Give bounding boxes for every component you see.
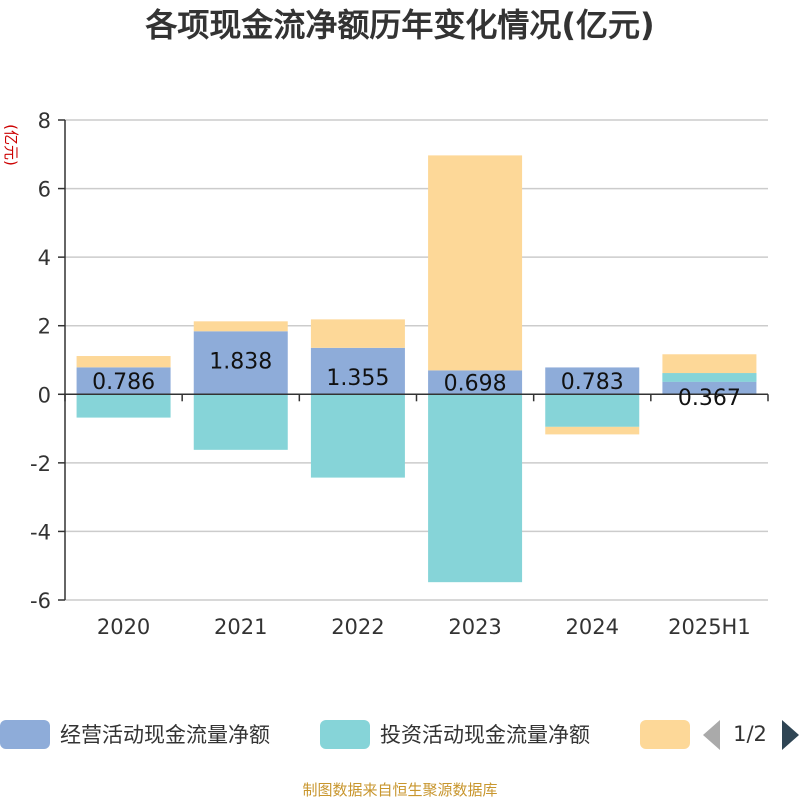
x-tick-label: 2025H1: [668, 615, 751, 639]
data-label: 0.367: [678, 386, 741, 411]
chart-title: 各项现金流净额历年变化情况(亿元): [145, 6, 654, 44]
bar-series-1[interactable]: [310, 347, 405, 395]
bar-series-2[interactable]: [545, 394, 640, 427]
legend-next-arrow-icon[interactable]: [782, 720, 799, 750]
x-tick-label: 2022: [331, 615, 384, 639]
x-tick-label: 2024: [566, 615, 619, 639]
bar-series-1[interactable]: [193, 331, 288, 395]
data-label: 0.698: [444, 371, 507, 396]
legend-page-indicator: 1/2: [733, 722, 767, 746]
bar-series-1[interactable]: [428, 370, 523, 395]
y-tick-label: -6: [30, 589, 51, 613]
bars: [76, 155, 757, 583]
y-tick-label: -2: [30, 452, 51, 476]
legend: 1/2 经营活动现金流量净额 投资活动现金流量净额: [0, 720, 799, 750]
bar-series-1[interactable]: [662, 381, 757, 395]
y-tick-label: -4: [30, 520, 51, 544]
bar-series-1[interactable]: [545, 367, 640, 395]
y-tick-label: 8: [38, 109, 51, 133]
legend-swatch[interactable]: [640, 720, 690, 749]
data-label: 1.355: [326, 366, 389, 391]
y-tick-label: 4: [38, 246, 51, 270]
y-axis-label: (亿元): [2, 124, 20, 166]
bar-series-2-overlay: [662, 373, 757, 382]
bar-series-3[interactable]: [310, 319, 405, 348]
axes: 8 6 4 2 0 -2 -4 -6 2020 2021 2022 2023 2024 2025H1: [30, 109, 769, 639]
source-note: 制图数据来自恒生聚源数据库: [302, 781, 497, 799]
data-labels: 0.786 1.838 1.355 0.698 0.783 0.367: [92, 349, 757, 411]
bar-series-1[interactable]: [76, 367, 171, 395]
x-tick-label: 2021: [214, 615, 267, 639]
data-label: 0.783: [561, 370, 624, 395]
bar-series-2[interactable]: [310, 394, 405, 478]
data-label: 0.786: [92, 370, 155, 395]
bar-series-2[interactable]: [193, 394, 288, 450]
y-tick-label: 0: [38, 383, 51, 407]
bar-series-3[interactable]: [545, 426, 640, 435]
y-tick-label: 6: [38, 178, 51, 202]
bar-series-3[interactable]: [76, 356, 171, 368]
y-tick-label: 2: [38, 315, 51, 339]
legend-label[interactable]: 投资活动现金流量净额: [380, 723, 590, 747]
grid-lines: [65, 119, 768, 601]
bar-series-3[interactable]: [662, 354, 757, 374]
bar-series-3[interactable]: [428, 155, 523, 371]
legend-prev-arrow-icon[interactable]: [703, 720, 720, 750]
legend-swatch[interactable]: [320, 720, 370, 749]
x-tick-label: 2023: [448, 615, 501, 639]
legend-swatch[interactable]: [0, 720, 50, 749]
legend-label[interactable]: 经营活动现金流量净额: [60, 723, 270, 747]
data-label: 1.838: [209, 349, 272, 374]
bar-series-2[interactable]: [76, 394, 171, 418]
bar-series-3[interactable]: [193, 321, 288, 332]
bar-series-2[interactable]: [428, 394, 523, 583]
x-tick-label: 2020: [97, 615, 150, 639]
